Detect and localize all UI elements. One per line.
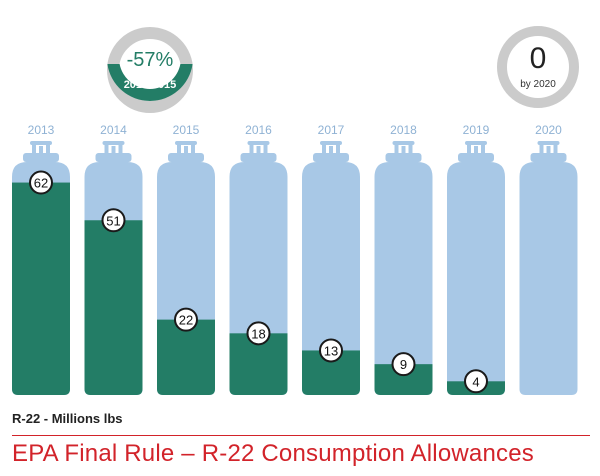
target-callout: 0 by 2020 — [497, 26, 579, 108]
year-label: 2019 — [463, 123, 490, 137]
reduction-value: -57% — [127, 49, 174, 71]
value-badge — [464, 369, 488, 394]
cylinder-body — [447, 162, 505, 395]
year-label: 2018 — [390, 123, 417, 137]
value-label: 9 — [400, 357, 407, 372]
cylinder-chart: 2013 2014 2015 2016 2017 2018 2019 2020 62 51 22 1… — [12, 26, 579, 395]
year-label: 2020 — [535, 123, 562, 137]
valve-stem — [39, 146, 43, 154]
value-label: 18 — [251, 326, 265, 341]
valve-stem — [474, 146, 478, 154]
valve-post — [249, 144, 254, 154]
valve-post — [394, 144, 399, 154]
value-label: 51 — [106, 213, 120, 228]
valve-post — [336, 144, 340, 154]
unit-label: R-22 - Millions lbs — [12, 411, 123, 426]
cylinder-body — [374, 162, 433, 395]
cylinder-body — [302, 162, 360, 395]
valve-post — [118, 144, 123, 154]
reduction-period: 2014-2015 — [124, 79, 177, 91]
cylinder: 4 — [447, 141, 505, 395]
valve-post — [481, 144, 485, 154]
cylinder-neck — [23, 153, 59, 162]
value-label: 13 — [324, 343, 338, 358]
valve-stem — [256, 146, 261, 154]
reduction-ring-fill — [107, 63, 193, 101]
value-badge — [174, 307, 198, 332]
cylinder-neck — [240, 153, 277, 162]
cylinder: 51 — [84, 141, 143, 395]
value-label: 62 — [34, 176, 48, 191]
valve-post — [553, 144, 558, 154]
valve-stem — [184, 146, 188, 154]
value-label: 22 — [179, 313, 193, 328]
title-divider — [12, 435, 590, 436]
year-labels: 2013 2014 2015 2016 2017 2018 2019 2020 — [28, 123, 563, 137]
valve-post — [46, 144, 50, 154]
target-ring — [497, 26, 579, 108]
valve-stem — [111, 146, 116, 154]
value-badge — [246, 321, 271, 346]
reduction-callout: -57% 2014-2015 — [107, 27, 193, 113]
valve-post — [32, 144, 36, 154]
cylinder-neck — [168, 153, 204, 162]
fill-level — [12, 182, 70, 395]
cylinder: 62 — [12, 141, 70, 395]
year-label: 2013 — [28, 123, 55, 137]
valve-post — [104, 144, 109, 154]
valve-stem — [401, 146, 406, 154]
target-caption: by 2020 — [520, 79, 556, 90]
valve-post — [322, 144, 326, 154]
value-badge — [101, 208, 126, 233]
valve-post — [408, 144, 413, 154]
cylinder-neck — [385, 153, 422, 162]
value-badge — [391, 352, 416, 377]
cylinder-body — [519, 162, 578, 395]
valve-stem — [329, 146, 333, 154]
chart-title: EPA Final Rule – R-22 Consumption Allowa… — [12, 440, 534, 467]
value-badge — [319, 338, 343, 363]
year-label: 2014 — [100, 123, 127, 137]
valve-post — [177, 144, 181, 154]
year-label: 2016 — [245, 123, 272, 137]
cylinder-neck — [458, 153, 494, 162]
valve-post — [467, 144, 471, 154]
cylinder-neck — [95, 153, 132, 162]
value-badge — [29, 170, 53, 195]
cylinders: 62 51 22 18 13 9 4 — [12, 141, 578, 395]
target-value: 0 — [530, 42, 547, 75]
cylinder: 18 — [229, 141, 288, 395]
year-label: 2017 — [318, 123, 345, 137]
year-label: 2015 — [173, 123, 200, 137]
cylinder-neck — [313, 153, 349, 162]
valve-stem — [546, 146, 551, 154]
value-label: 4 — [472, 374, 479, 389]
cylinder-neck — [530, 153, 567, 162]
cylinder: 13 — [302, 141, 360, 395]
valve-post — [539, 144, 544, 154]
cylinder: 22 — [157, 141, 215, 395]
fill-level — [157, 319, 215, 395]
fill-level — [84, 220, 143, 395]
cylinder — [519, 141, 578, 395]
cylinder: 9 — [374, 141, 433, 395]
valve-post — [263, 144, 268, 154]
valve-post — [191, 144, 195, 154]
